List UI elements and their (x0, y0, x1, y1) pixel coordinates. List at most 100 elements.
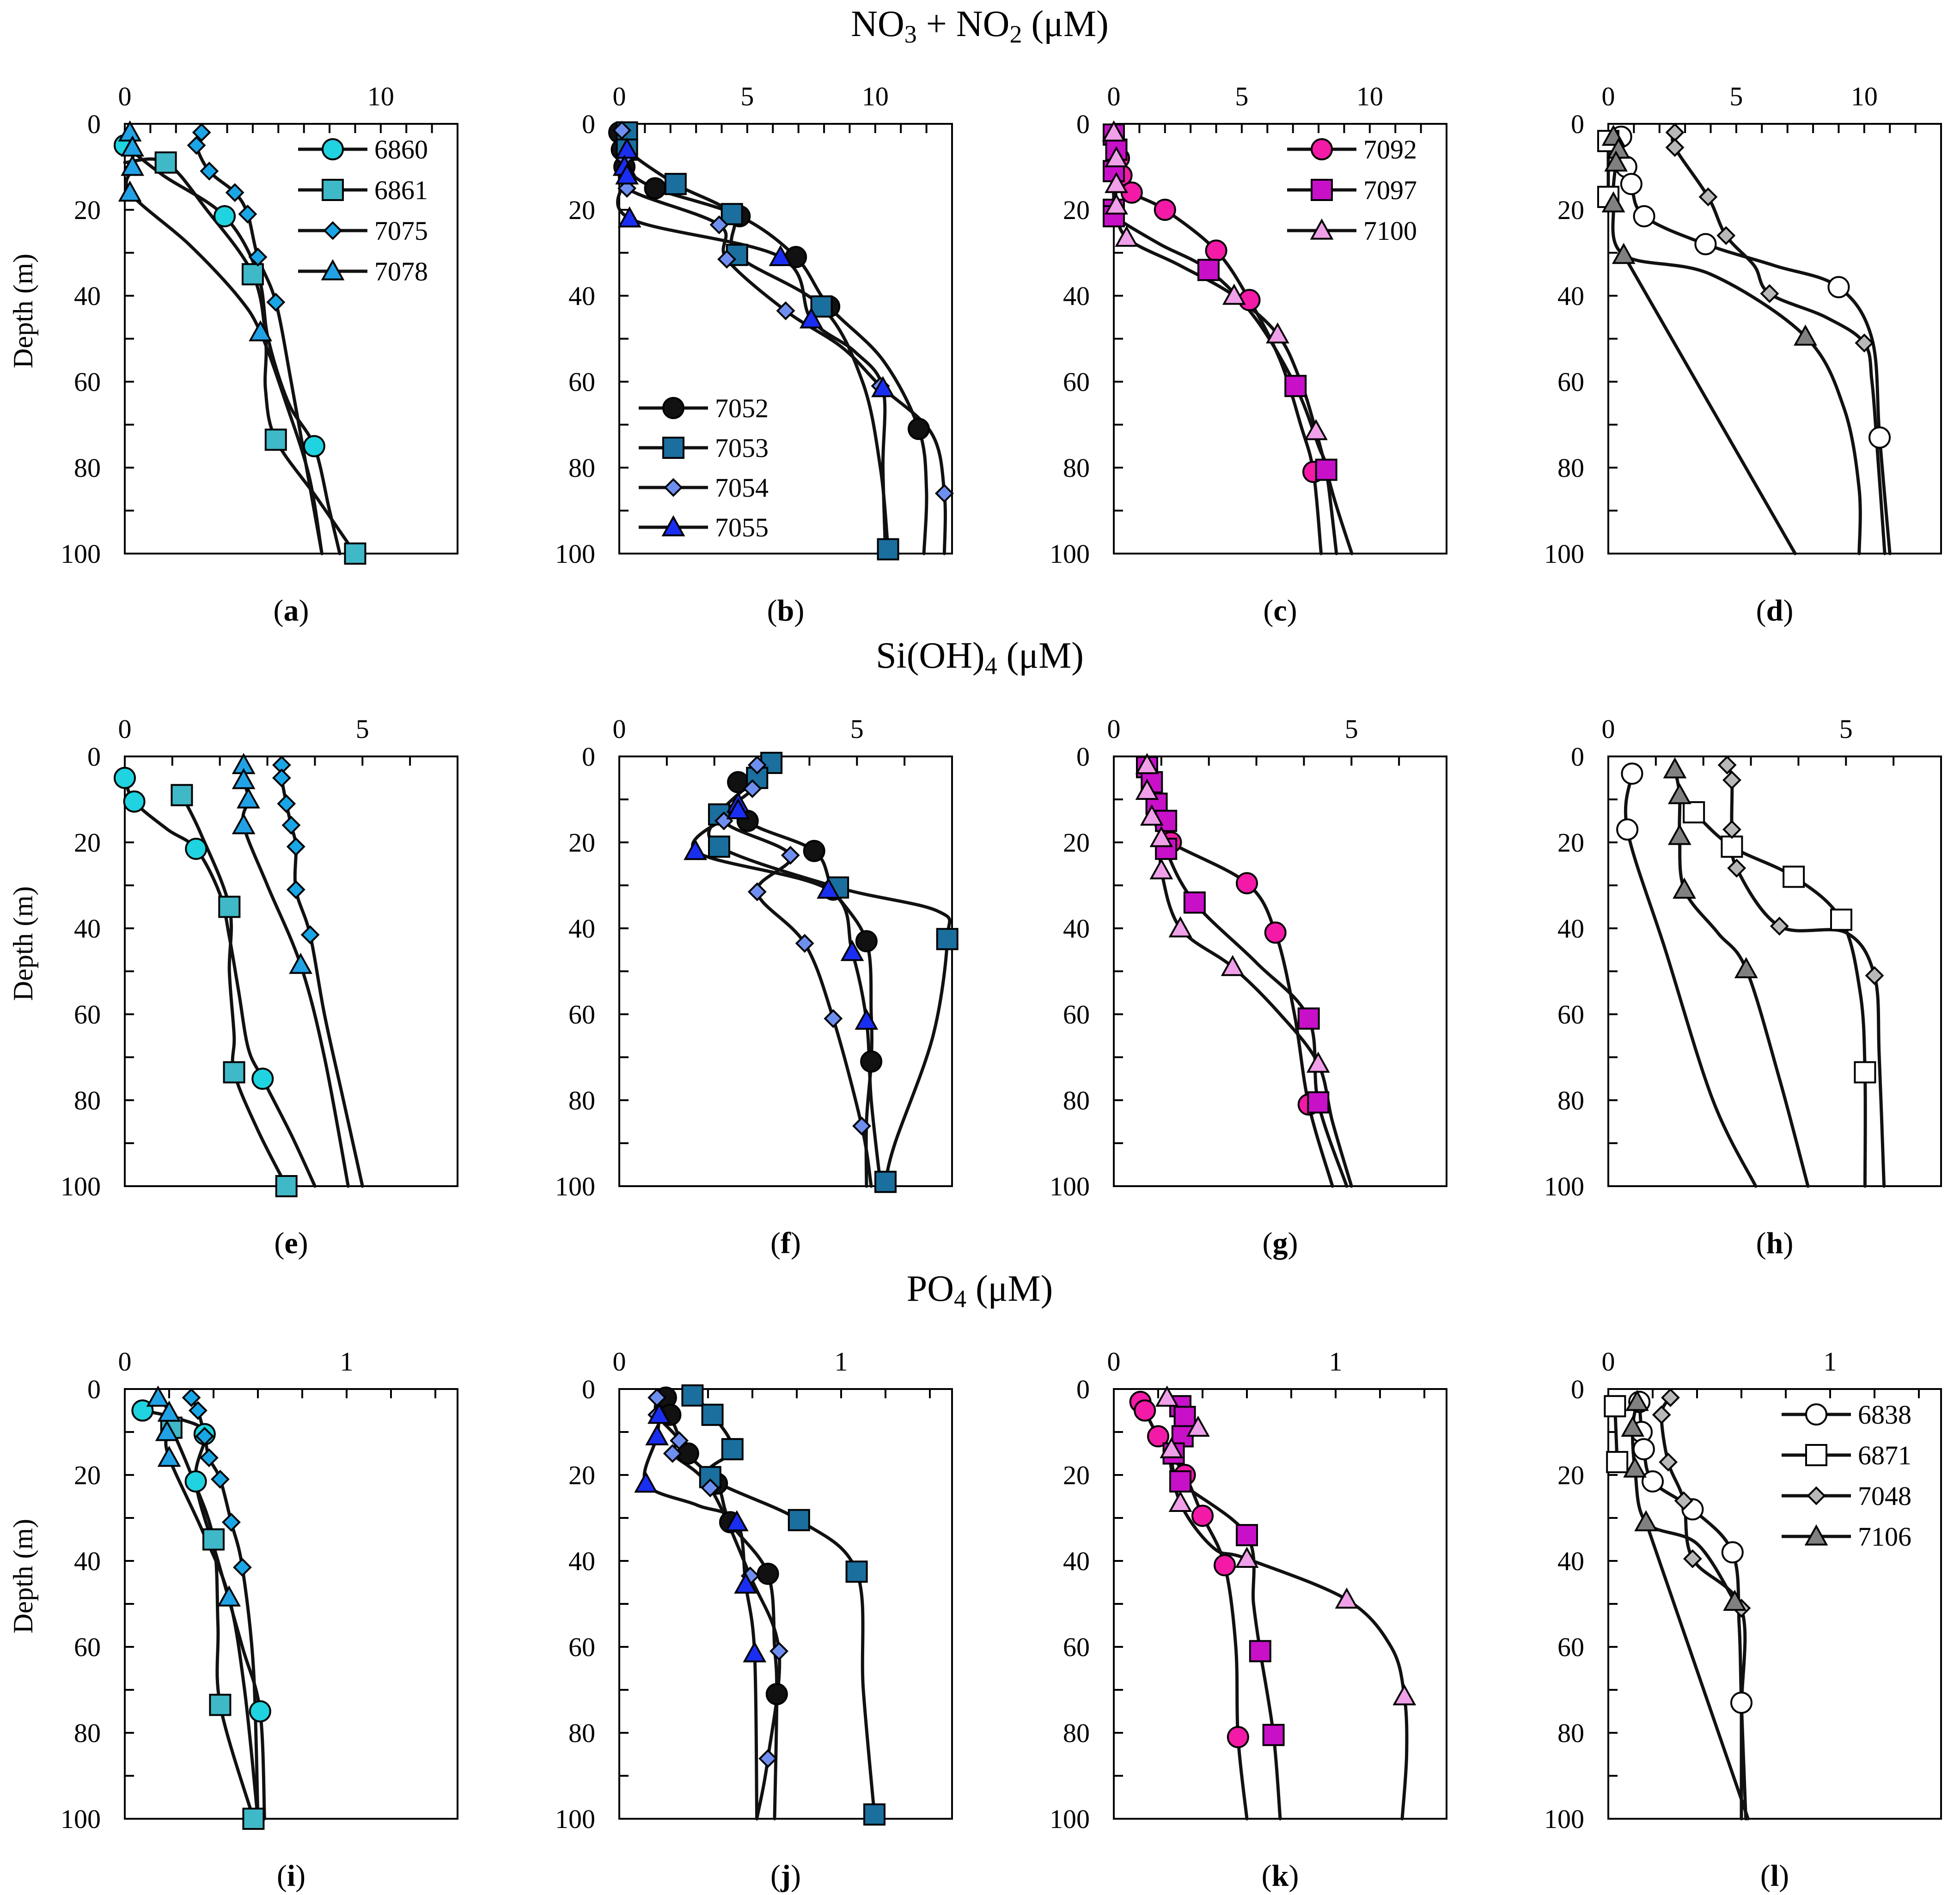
panel-label-letter: a (284, 594, 299, 628)
data-point-7106 (1663, 757, 1687, 779)
data-point-7054 (795, 934, 814, 953)
data-point-7055 (647, 1402, 671, 1424)
data-point-7100 (1135, 779, 1159, 800)
data-point-7092 (1134, 1399, 1156, 1422)
panel-label-paren: ) (791, 1859, 801, 1893)
data-point-7100 (1115, 225, 1139, 247)
y-tick-label: 100 (555, 539, 595, 569)
data-point-7075 (232, 1558, 252, 1577)
data-point-7078 (217, 1585, 241, 1607)
data-point-7075 (272, 768, 291, 787)
data-point-6838 (1620, 173, 1642, 195)
y-tick-label: 0 (582, 742, 595, 772)
data-point-6871 (1606, 1451, 1629, 1474)
y-tick-label: 100 (1544, 1171, 1584, 1201)
data-point-7100 (1306, 1051, 1330, 1073)
data-point-7053 (721, 1438, 744, 1461)
data-point-6871 (1783, 865, 1805, 888)
data-point-7053 (863, 1803, 885, 1826)
panel-label-paren: ) (794, 594, 804, 628)
data-point-7078 (118, 180, 142, 202)
data-point-7054 (701, 1478, 720, 1498)
legend: 7092 7097 7100 (1287, 134, 1417, 246)
x-tick-label: 10 (1356, 81, 1383, 111)
data-point-7052 (765, 1683, 788, 1706)
legend-label: 6861 (374, 175, 428, 205)
data-point-7048 (1674, 1491, 1693, 1511)
data-point-7100 (1140, 804, 1164, 826)
y-tick-label: 80 (74, 1085, 101, 1115)
data-point-7052 (855, 930, 878, 952)
x-tick-label: 5 (1729, 81, 1743, 111)
data-point-6861 (154, 151, 177, 174)
data-point-7106 (1612, 243, 1636, 264)
data-point-7055 (684, 839, 707, 860)
data-point-6861 (223, 1061, 245, 1084)
data-point-6838 (1621, 762, 1643, 785)
y-tick-label: 80 (1557, 453, 1584, 483)
data-point-7052 (908, 418, 930, 440)
data-point-7092 (1227, 1726, 1249, 1749)
y-tick-label: 60 (1063, 999, 1090, 1030)
data-point-7075 (286, 837, 305, 856)
panel-label-letter: k (1272, 1859, 1289, 1893)
panel-label-paren: ( (1263, 594, 1273, 628)
x-tick-label: 1 (1329, 1347, 1343, 1377)
y-tick-label: 100 (1050, 1171, 1090, 1201)
legend-label: 7106 (1858, 1522, 1911, 1552)
y-tick-label: 80 (1063, 453, 1090, 483)
x-tick-label: 10 (367, 81, 394, 111)
panel-label-paren: ) (1779, 1859, 1789, 1893)
legend-label: 7054 (715, 473, 769, 503)
y-tick-label: 100 (61, 539, 101, 569)
data-point-7092 (1236, 872, 1258, 895)
x-tick-label: 0 (1107, 714, 1121, 744)
panel-label-paren: ) (299, 594, 309, 628)
data-point-7106 (1667, 783, 1691, 804)
data-point-7078 (289, 952, 312, 974)
data-point-7100 (1105, 172, 1128, 193)
data-point-7100 (1168, 1491, 1192, 1512)
legend-label: 7097 (1363, 175, 1417, 205)
panel-label: (k) (1262, 1859, 1299, 1893)
y-tick-label: 40 (1557, 281, 1584, 311)
x-tick-label: 0 (613, 714, 626, 744)
data-point-7075 (266, 292, 286, 312)
y-tick-label: 80 (1557, 1085, 1584, 1115)
data-point-6860 (114, 767, 136, 789)
legend-label: 6860 (374, 134, 428, 165)
y-tick-label: 0 (1076, 742, 1090, 772)
legend-marker-7048 (1807, 1486, 1826, 1505)
y-tick-label: 20 (568, 1460, 595, 1490)
legend-marker-7097 (1311, 179, 1333, 201)
data-point-7097 (1262, 1724, 1285, 1746)
data-point-7100 (1168, 916, 1192, 938)
data-point-7078 (232, 813, 256, 835)
panel-label: (b) (767, 594, 805, 628)
panel-h: 0 5 0 20 40 60 80 100 (h) (1544, 714, 1942, 1260)
y-tick-label: 20 (1063, 1460, 1090, 1490)
data-point-7100 (1160, 1437, 1184, 1458)
legend-marker-7052 (662, 397, 684, 419)
data-point-7048 (1665, 138, 1685, 157)
data-point-7052 (860, 1050, 883, 1073)
data-point-7053 (788, 1509, 810, 1531)
data-point-6838 (1868, 426, 1891, 449)
legend-label: 7048 (1858, 1481, 1911, 1511)
y-tick-label: 20 (1557, 195, 1584, 225)
x-tick-label: 0 (1602, 81, 1615, 111)
y-tick-label: 20 (74, 195, 101, 225)
panel-label-paren: ) (1288, 1226, 1298, 1260)
legend-label: 7052 (715, 393, 769, 423)
data-point-7078 (121, 154, 145, 176)
data-point-7106 (1604, 150, 1628, 172)
panel-label-paren: ) (1287, 594, 1297, 628)
panel-label-paren: ( (770, 1859, 781, 1893)
y-tick-label: 40 (568, 914, 595, 944)
data-point-7100 (1335, 1587, 1359, 1609)
data-point-7055 (634, 1471, 658, 1493)
panel-label-letter: h (1766, 1226, 1783, 1260)
data-point-7100 (1186, 1415, 1210, 1437)
x-tick-label: 1 (1824, 1347, 1837, 1377)
